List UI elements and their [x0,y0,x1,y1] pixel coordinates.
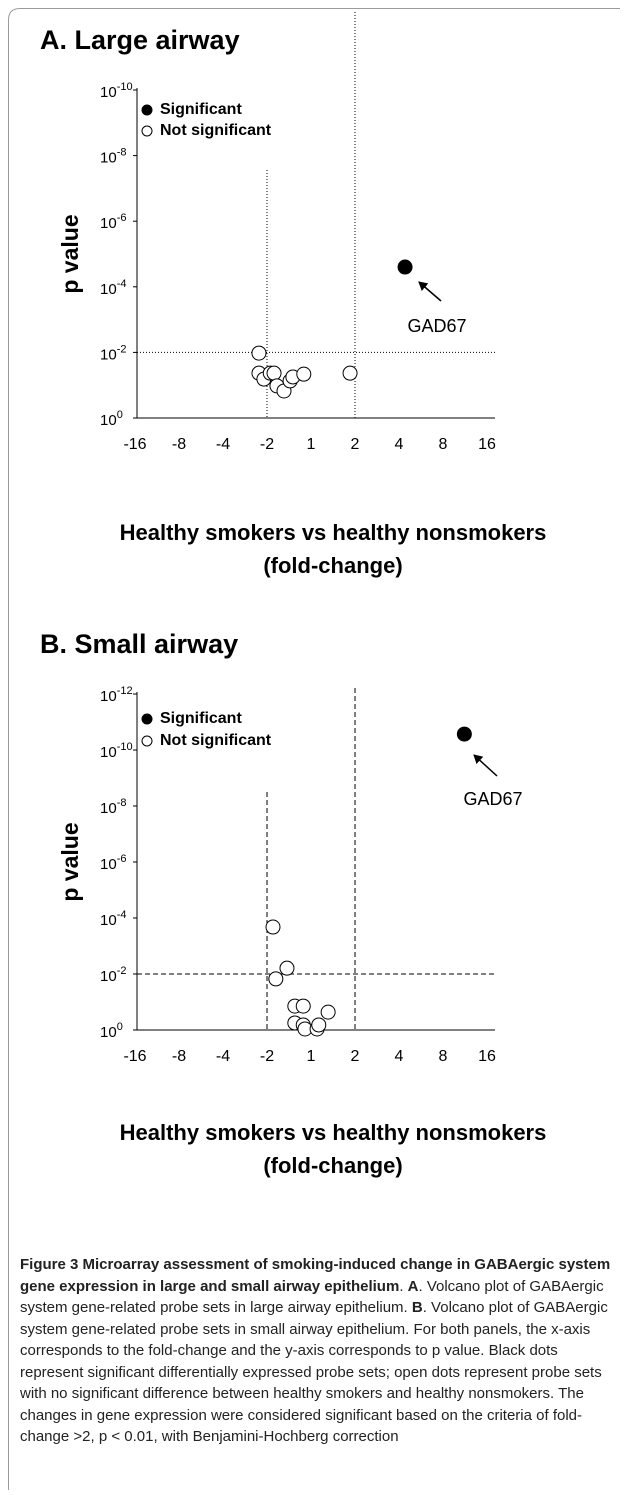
y-tick-label: 10-10 [100,741,133,761]
legend-label: Significant [160,710,242,727]
x-tick-label: 2 [351,436,360,453]
x-tick-label: 16 [478,1048,496,1065]
y-axis-label: p value [57,822,83,901]
x-tick-label: -2 [260,436,274,453]
point [320,1004,336,1020]
caption-bold-text: B [411,1299,423,1316]
point [311,1017,327,1033]
x-axis-label: Healthy smokers vs healthy nonsmokers [120,520,547,545]
legend-label: Not significant [160,732,272,749]
point [266,365,282,381]
y-axis-label: p value [57,214,83,293]
x-axis-label: Healthy smokers vs healthy nonsmokers [120,1120,547,1145]
caption-text: . [399,1277,408,1295]
annotation-label: GAD67 [463,789,522,809]
x-tick-label: 8 [439,1048,448,1065]
x-tick-label: 1 [307,1048,316,1065]
y-tick-label: 10-8 [100,147,126,167]
x-axis-label: (fold-change) [263,553,402,578]
y-tick-label: 10-2 [100,965,126,985]
x-tick-label: 1 [307,436,316,453]
x-tick-label: -4 [216,436,230,453]
legend-label: Significant [160,101,242,118]
significant-point [397,259,413,275]
panel-title: B. Small airway [40,629,238,659]
y-tick-label: 10-6 [100,853,126,873]
point [295,998,311,1014]
x-tick-label: 2 [351,1048,360,1065]
significant-point [456,726,472,742]
x-tick-label: -16 [123,1048,146,1065]
annotation-arrow [418,281,442,302]
y-tick-label: 10-10 [100,81,133,101]
x-axis-label: (fold-change) [263,1153,402,1178]
y-tick-label: 10-6 [100,212,126,232]
y-tick-label: 10-4 [100,909,126,929]
y-tick-label: 10-2 [100,343,126,363]
caption-bold-text: A [407,1277,419,1295]
x-tick-label: -4 [216,1048,230,1065]
y-tick-label: 100 [100,1021,123,1041]
legend-marker [141,735,153,747]
x-tick-label: 4 [395,436,404,453]
point [265,919,281,935]
x-tick-label: 8 [439,436,448,453]
caption-bold-text: Figure 3 Microarray assessment of smokin… [20,1256,611,1295]
panel-title: A. Large airway [40,25,240,55]
legend-marker [141,713,153,725]
y-tick-label: 10-8 [100,797,126,817]
x-tick-label: -16 [123,436,146,453]
point [268,971,284,987]
caption-text: . Volcano plot of GABAergic system gene-… [20,1299,608,1445]
x-tick-label: -8 [172,1048,186,1065]
x-tick-label: 16 [478,436,496,453]
legend-marker [141,104,153,116]
annotation-label: GAD67 [407,316,466,336]
annotation-arrow [473,754,498,777]
y-tick-label: 10-12 [100,685,133,705]
legend-marker [141,125,153,137]
point [279,960,295,976]
x-tick-label: -8 [172,436,186,453]
point [296,366,312,382]
point [251,345,267,361]
figure-caption: Figure 3 Microarray assessment of smokin… [20,1254,618,1448]
y-tick-label: 10-4 [100,278,126,298]
figure-frame [8,8,620,1490]
y-tick-label: 100 [100,409,123,429]
x-tick-label: 4 [395,1048,404,1065]
x-tick-label: -2 [260,1048,274,1065]
point [342,365,358,381]
caption-text: . Volcano plot of GABAergic system gene-… [20,1277,604,1317]
legend-label: Not significant [160,122,272,139]
